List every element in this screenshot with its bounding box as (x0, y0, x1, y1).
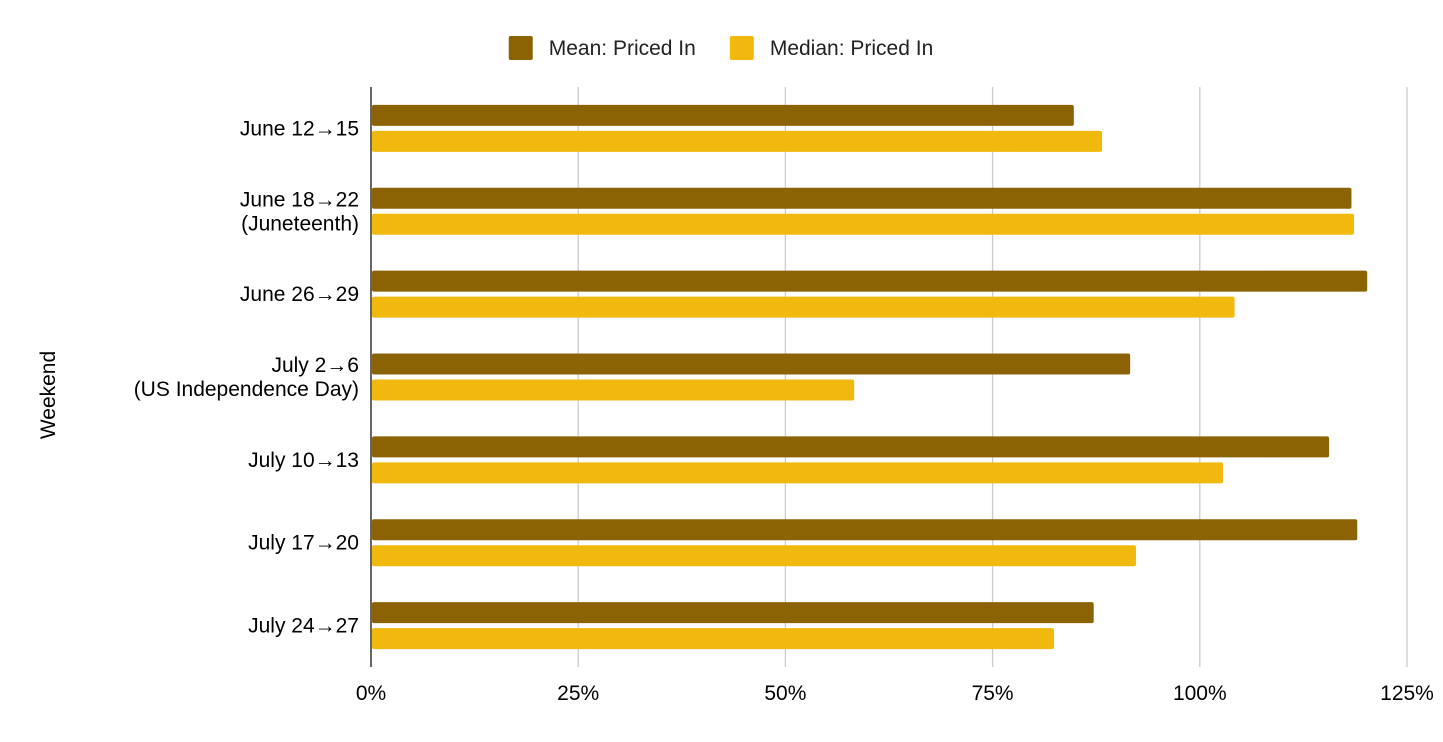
x-tick-label: 75% (972, 682, 1014, 705)
bar-mean (372, 187, 1352, 209)
category-label: (US Independence Day) (134, 378, 359, 401)
x-tick-labels: 0% 25% 50% 75% 100% 125% (356, 682, 1434, 705)
bar-median (372, 296, 1235, 318)
bar-median (372, 213, 1354, 235)
bar-mean (372, 602, 1094, 624)
category-label: June 18→22 (240, 188, 359, 211)
y-axis-title: Weekend (37, 351, 60, 439)
gridlines (577, 87, 1408, 667)
x-tick-label: 125% (1380, 682, 1434, 705)
x-tick-label: 25% (557, 682, 599, 705)
legend: Mean: Priced In Median: Priced In (508, 36, 933, 60)
legend-label: Median: Priced In (770, 37, 933, 60)
legend-swatch (729, 36, 754, 60)
category-label: July 17→20 (248, 532, 359, 555)
category-label: July 2→6 (271, 354, 359, 377)
bar-median (372, 379, 855, 401)
legend-label: Mean: Priced In (549, 37, 696, 60)
legend-swatch (508, 36, 533, 60)
x-tick-label: 100% (1173, 682, 1227, 705)
category-labels: June 12→15 June 18→22(Juneteenth) June 26→… (134, 117, 359, 637)
bars (372, 104, 1368, 650)
bar-median (372, 462, 1224, 484)
bar-mean (372, 270, 1368, 292)
category-label: (Juneteenth) (241, 212, 359, 235)
category-label: June 26→29 (240, 283, 359, 306)
bar-mean (372, 353, 1131, 375)
category-label: July 24→27 (248, 615, 359, 638)
bar-median (372, 130, 1103, 152)
bar-median (372, 628, 1054, 650)
category-label: July 10→13 (248, 449, 359, 472)
bar-mean (372, 104, 1074, 126)
category-label: June 12→15 (240, 117, 359, 140)
bar-mean (372, 436, 1330, 458)
bar-mean (372, 519, 1358, 541)
x-tick-label: 0% (356, 682, 386, 705)
bar-median (372, 545, 1136, 567)
x-tick-label: 50% (764, 682, 806, 705)
